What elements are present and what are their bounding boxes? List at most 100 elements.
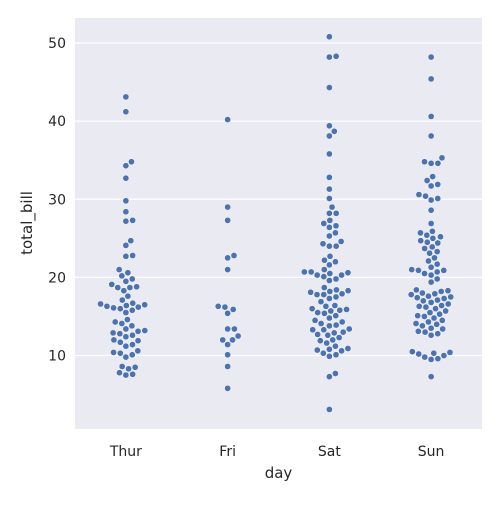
data-point-fri xyxy=(230,252,238,259)
data-point-sat xyxy=(326,352,333,360)
data-point-thur xyxy=(115,266,123,273)
data-point-thur xyxy=(122,174,130,182)
data-point-sat xyxy=(313,346,321,354)
data-point-thur xyxy=(120,287,128,295)
data-point-thur xyxy=(128,306,136,314)
data-point-sun xyxy=(415,302,423,310)
data-point-sun xyxy=(413,286,420,294)
data-point-thur xyxy=(122,353,130,361)
data-point-fri xyxy=(224,203,231,211)
data-point-sun xyxy=(425,292,432,300)
data-point-sat xyxy=(326,295,333,302)
data-point-thur xyxy=(127,237,135,245)
data-point-sat xyxy=(320,273,328,280)
data-point-sun xyxy=(422,192,429,200)
data-point-sun xyxy=(417,229,424,237)
data-point-sat xyxy=(332,258,339,266)
data-point-sat xyxy=(317,320,325,327)
data-point-thur xyxy=(110,336,118,344)
data-point-sun xyxy=(427,356,435,363)
data-point-sat xyxy=(307,268,315,276)
data-point-thur xyxy=(124,316,131,323)
data-point-thur xyxy=(122,309,130,316)
y-tick-label: 20 xyxy=(48,270,66,286)
data-point-thur xyxy=(126,284,134,291)
data-point-sun xyxy=(415,350,423,358)
data-point-fri xyxy=(231,325,238,333)
data-point-sat xyxy=(307,288,314,296)
data-point-sun xyxy=(446,349,454,356)
data-point-fri xyxy=(224,351,231,359)
data-point-sat xyxy=(326,322,333,330)
data-point-sun xyxy=(408,348,416,355)
data-point-sat xyxy=(332,275,340,283)
data-point-sun xyxy=(427,263,435,271)
data-point-sat xyxy=(326,373,333,380)
data-point-sat xyxy=(326,261,333,269)
data-point-thur xyxy=(122,93,130,101)
data-point-thur xyxy=(128,158,135,166)
plot-background xyxy=(75,18,482,429)
data-point-thur xyxy=(118,363,126,370)
data-point-sat xyxy=(326,314,333,322)
data-point-sun xyxy=(413,294,421,302)
data-point-thur xyxy=(118,320,126,327)
x-tick-label-sat: Sat xyxy=(318,444,341,460)
data-point-thur xyxy=(122,217,130,225)
data-point-fri xyxy=(224,116,231,123)
data-point-sun xyxy=(434,355,442,363)
data-point-thur xyxy=(114,284,122,291)
data-point-fri xyxy=(224,385,231,392)
data-point-sat xyxy=(323,339,331,347)
data-point-thur xyxy=(116,369,123,377)
data-point-sun xyxy=(415,191,423,198)
data-point-thur xyxy=(110,304,117,312)
data-point-fri xyxy=(219,336,227,344)
data-point-thur xyxy=(133,283,140,291)
data-point-sat xyxy=(326,277,333,284)
data-point-thur xyxy=(124,269,132,277)
data-point-sun xyxy=(438,154,446,162)
data-point-thur xyxy=(122,371,130,379)
data-point-sat xyxy=(326,84,333,91)
data-point-sun xyxy=(433,320,441,328)
data-point-sat xyxy=(332,342,339,350)
y-axis-label: total_bill xyxy=(18,191,37,255)
data-point-sat xyxy=(332,229,339,237)
data-point-sat xyxy=(326,232,333,240)
data-point-sun xyxy=(426,309,434,316)
data-point-thur xyxy=(134,327,142,335)
data-point-sat xyxy=(338,318,346,326)
data-point-sun xyxy=(427,75,435,83)
data-point-sat xyxy=(320,284,328,291)
data-point-sun xyxy=(433,260,441,268)
data-point-sat xyxy=(332,312,340,320)
data-point-sat xyxy=(309,326,317,334)
data-point-sun xyxy=(415,267,422,274)
data-point-sun xyxy=(427,271,435,279)
data-point-sun xyxy=(434,296,441,304)
data-point-fri xyxy=(224,310,231,317)
data-point-sun xyxy=(427,299,435,306)
data-point-sat xyxy=(339,328,347,336)
data-point-thur xyxy=(118,272,126,280)
data-point-fri xyxy=(224,363,231,370)
y-tick-label: 10 xyxy=(48,349,66,365)
y-tick-label: 30 xyxy=(48,192,66,208)
data-point-sat xyxy=(314,331,321,338)
data-point-sat xyxy=(338,271,345,279)
data-point-sat xyxy=(345,325,353,333)
data-point-sun xyxy=(425,318,432,326)
data-point-sat xyxy=(326,150,333,158)
data-point-thur xyxy=(122,333,130,341)
x-axis-label: day xyxy=(265,464,293,482)
data-point-thur xyxy=(122,208,130,216)
data-point-sat xyxy=(330,329,338,337)
data-point-thur xyxy=(122,162,130,170)
data-point-sat xyxy=(311,317,319,324)
data-point-sun xyxy=(437,233,444,241)
data-point-sun xyxy=(433,248,441,255)
data-point-sun xyxy=(421,328,429,336)
